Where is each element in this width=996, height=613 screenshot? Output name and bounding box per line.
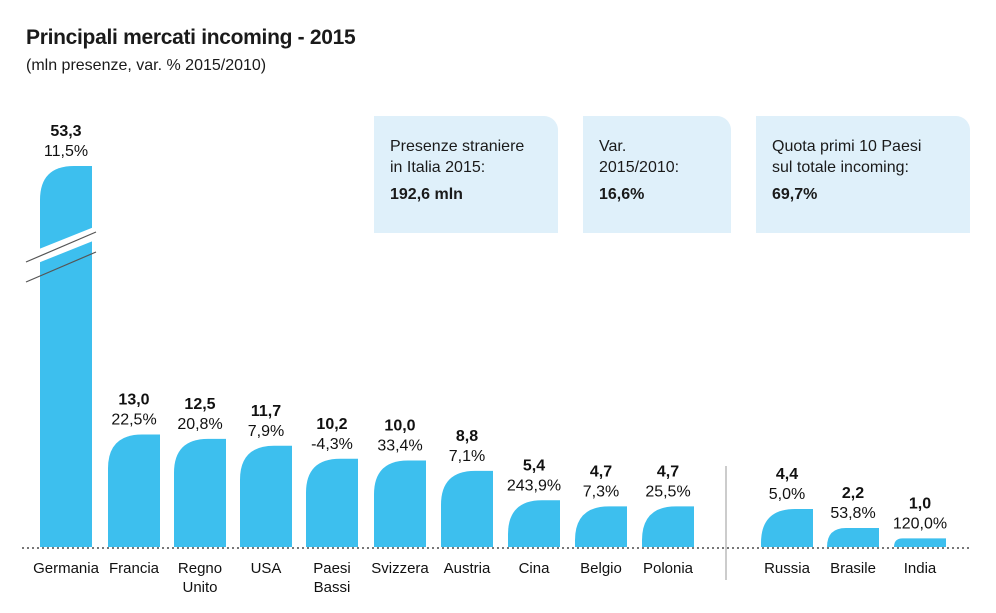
info-box-presenze: Presenze straniere in Italia 2015: 192,6… [374, 116, 558, 233]
axis-break-gap [24, 226, 98, 262]
info-box-label: Var. 2015/2010: [599, 138, 680, 176]
value-label: 53,3 [50, 123, 81, 140]
category-label: Polonia [643, 560, 694, 577]
info-box-quota: Quota primi 10 Paesi sul totale incoming… [756, 116, 970, 233]
variation-label: 7,9% [248, 423, 284, 440]
variation-label: -4,3% [311, 436, 353, 453]
value-label: 11,7 [251, 403, 281, 420]
axis-break-mark [25, 251, 97, 283]
value-label: 2,2 [842, 485, 864, 502]
info-box-value: 192,6 mln [390, 186, 463, 203]
category-label: Belgio [580, 560, 622, 577]
bar-belgio [575, 506, 627, 547]
bar-india [894, 538, 946, 547]
category-label: Regno [178, 560, 222, 577]
category-label: Svizzera [371, 560, 429, 577]
category-label: Brasile [830, 560, 876, 577]
chart-title: Principali mercati incoming - 2015 [26, 26, 356, 49]
category-label: Francia [109, 560, 160, 577]
category-label: Paesi [313, 560, 351, 577]
variation-label: 120,0% [893, 515, 947, 532]
variation-label: 33,4% [377, 438, 422, 455]
value-label: 1,0 [909, 495, 931, 512]
bar-regno-unito [174, 438, 226, 547]
variation-label: 20,8% [177, 416, 222, 433]
value-label: 5,4 [523, 457, 545, 474]
axis-break-gap [24, 232, 98, 268]
axis-break-mark [25, 231, 97, 263]
bar-russia [761, 508, 813, 547]
chart-subtitle: (mln presenze, var. % 2015/2010) [26, 57, 267, 74]
value-label: 4,7 [657, 463, 679, 480]
category-label: Unito [182, 579, 217, 596]
variation-label: 7,1% [449, 448, 485, 465]
value-label: 8,8 [456, 428, 478, 445]
bar-cina [508, 500, 560, 547]
category-label: Russia [764, 560, 811, 577]
category-label: Austria [444, 560, 491, 577]
value-label: 10,0 [384, 418, 415, 435]
bar-francia [108, 434, 160, 547]
bar-austria [441, 470, 493, 547]
info-box-value: 16,6% [599, 186, 645, 203]
bar-paesi-bassi [306, 458, 358, 547]
info-box-label: Quota primi 10 Paesi sul totale incoming… [772, 138, 922, 176]
category-label: Germania [33, 560, 100, 577]
variation-label: 25,5% [645, 483, 690, 500]
variation-label: 11,5% [44, 143, 88, 160]
value-label: 4,4 [776, 466, 798, 483]
variation-label: 243,9% [507, 477, 561, 494]
category-label: USA [251, 560, 282, 577]
info-box-variazione: Var. 2015/2010: 16,6% [583, 116, 731, 233]
value-label: 12,5 [184, 396, 215, 413]
variation-label: 22,5% [111, 412, 156, 429]
variation-label: 53,8% [830, 505, 875, 522]
variation-label: 7,3% [583, 483, 619, 500]
bar-brasile [827, 527, 879, 547]
category-label: India [904, 560, 937, 577]
value-label: 13,0 [118, 392, 149, 409]
bar-polonia [642, 506, 694, 547]
category-label: Bassi [314, 579, 351, 596]
value-label: 4,7 [590, 463, 612, 480]
bar-svizzera [374, 460, 426, 547]
info-box-label: Presenze straniere in Italia 2015: [390, 138, 525, 176]
bar-germania [40, 166, 92, 547]
info-box-value: 69,7% [772, 186, 818, 203]
value-label: 10,2 [316, 416, 347, 433]
variation-label: 5,0% [769, 486, 805, 503]
category-label: Cina [519, 560, 551, 577]
bar-usa [240, 445, 292, 547]
